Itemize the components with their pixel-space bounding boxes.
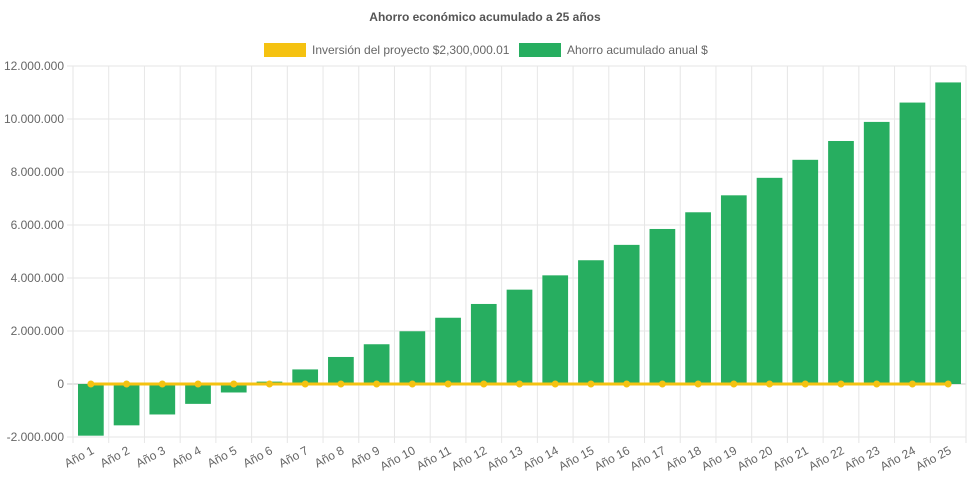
legend-swatch-inversion [264,43,306,57]
y-tick-label: -2.000.000 [7,430,65,444]
bar[interactable] [720,195,747,384]
bar[interactable] [613,244,640,384]
line-point[interactable] [230,380,238,388]
bar[interactable] [899,102,926,384]
bar[interactable] [292,369,319,384]
line-point[interactable] [801,380,809,388]
bar[interactable] [685,212,711,384]
line-point[interactable] [623,380,631,388]
y-tick-label: 8.000.000 [11,165,65,179]
bar[interactable] [828,140,854,384]
bar[interactable] [863,121,890,384]
y-tick-label: 2.000.000 [11,324,65,338]
bar[interactable] [578,260,604,384]
bar[interactable] [935,82,961,385]
x-tick-label: Año 7 [276,443,311,470]
line-point[interactable] [658,380,666,388]
line-point[interactable] [944,380,952,388]
line-point[interactable] [480,380,488,388]
x-tick-label: Año 11 [414,443,454,473]
bar[interactable] [435,317,461,384]
bar-series-ahorro [78,82,961,436]
line-point[interactable] [551,380,559,388]
x-tick-label: Año 16 [592,443,632,473]
x-tick-label: Año 19 [699,443,739,473]
x-tick-label: Año 20 [735,443,775,473]
line-point[interactable] [587,380,595,388]
line-point[interactable] [265,380,273,388]
x-tick-label: Año 13 [485,443,525,473]
x-axis: Año 1 Año 2 Año 3 Año 4 Año 5 Año 6 Año 7 Año 8… [62,443,954,473]
x-tick-label: Año 9 [348,443,383,470]
bar[interactable] [328,356,354,384]
bar[interactable] [470,303,497,384]
bar[interactable] [542,275,569,384]
line-point[interactable] [123,380,131,388]
bar[interactable] [649,228,676,384]
bar[interactable] [185,384,211,404]
y-tick-label: 4.000.000 [11,271,65,285]
line-point[interactable] [337,380,345,388]
line-point[interactable] [766,380,774,388]
x-tick-label: Año 1 [62,443,97,470]
line-point[interactable] [87,380,95,388]
x-tick-label: Año 21 [771,443,811,473]
line-point[interactable] [837,380,845,388]
bar[interactable] [756,177,783,384]
x-tick-label: Año 15 [556,443,596,473]
line-point[interactable] [158,380,166,388]
x-tick-label: Año 5 [205,443,240,470]
x-tick-label: Año 14 [520,443,560,473]
line-point[interactable] [408,380,416,388]
y-axis: -2.000.000 0 2.000.000 4.000.000 6.000.000 8.… [4,59,64,444]
legend-label-inversion: Inversión del proyecto $2,300,000.01 [312,43,510,57]
line-point[interactable] [516,380,523,388]
line-point[interactable] [194,380,202,388]
line-point[interactable] [373,380,381,388]
chart-title: Ahorro económico acumulado a 25 años [369,10,601,24]
legend-item-ahorro[interactable]: Ahorro acumulado anual $ [519,43,708,57]
x-tick-label: Año 17 [628,443,668,473]
y-tick-label: 6.000.000 [11,218,65,232]
bar[interactable] [78,384,104,436]
x-tick-label: Año 18 [663,443,703,473]
line-point[interactable] [694,380,702,388]
bar[interactable] [399,331,426,384]
line-point[interactable] [908,380,916,388]
y-tick-label: 0 [57,377,64,391]
legend-swatch-ahorro [519,43,561,57]
x-tick-label: Año 23 [842,443,882,473]
x-tick-label: Año 25 [913,443,953,473]
x-tick-label: Año 22 [806,443,846,473]
x-tick-label: Año 2 [98,443,133,470]
legend-label-ahorro: Ahorro acumulado anual $ [567,43,708,57]
x-tick-label: Año 12 [449,443,489,473]
x-tick-label: Año 24 [878,443,918,473]
bar[interactable] [220,384,247,393]
bar[interactable] [363,344,390,384]
y-tick-label: 12.000.000 [4,59,64,73]
x-tick-label: Año 8 [312,443,347,470]
x-tick-label: Año 3 [133,443,168,470]
line-point[interactable] [444,380,452,388]
bar[interactable] [149,384,176,415]
y-tick-label: 10.000.000 [4,112,64,126]
grid [67,65,967,443]
bar[interactable] [506,289,533,384]
line-series-inversion [87,380,952,388]
line-point[interactable] [301,380,309,388]
line-point[interactable] [873,380,881,388]
x-tick-label: Año 4 [169,443,204,470]
legend: Inversión del proyecto $2,300,000.01 Aho… [264,43,708,57]
x-tick-label: Año 6 [241,443,276,470]
line-point[interactable] [730,380,738,388]
bar[interactable] [113,384,140,426]
bar[interactable] [792,159,819,384]
x-tick-label: Año 10 [378,443,418,473]
legend-item-inversion[interactable]: Inversión del proyecto $2,300,000.01 [264,43,510,57]
